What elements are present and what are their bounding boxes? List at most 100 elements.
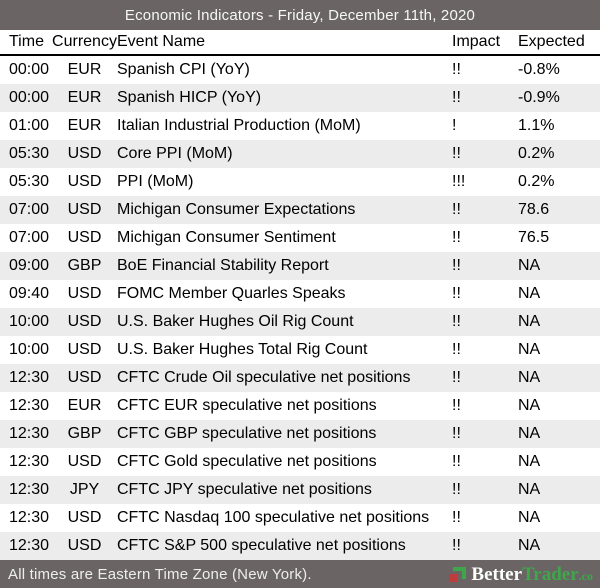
cell-time: 05:30 <box>9 145 50 162</box>
cell-currency: USD <box>67 453 102 470</box>
logo-text-better: Better <box>471 563 523 585</box>
cell-expected: NA <box>518 313 541 330</box>
cell-expected: -0.8% <box>518 61 560 78</box>
cell-currency: GBP <box>67 425 102 442</box>
table-body: 00:00 EUR Spanish CPI (YoY) !! -0.8% 00:… <box>0 56 600 560</box>
cell-currency: USD <box>67 285 102 302</box>
cell-time: 01:00 <box>9 117 50 134</box>
cell-currency: USD <box>67 537 102 554</box>
cell-currency: USD <box>67 201 102 218</box>
cell-currency: USD <box>67 313 102 330</box>
cell-impact: !! <box>452 425 461 442</box>
cell-expected: NA <box>518 537 541 554</box>
table-row: 00:00 EUR Spanish CPI (YoY) !! -0.8% <box>0 56 600 84</box>
cell-time: 10:00 <box>9 313 50 330</box>
cell-time: 10:00 <box>9 341 50 358</box>
cell-currency: USD <box>67 369 102 386</box>
cell-currency: USD <box>67 509 102 526</box>
cell-impact: !! <box>452 369 461 386</box>
cell-event: FOMC Member Quarles Speaks <box>117 285 346 302</box>
cell-impact: !! <box>452 397 461 414</box>
cell-currency: USD <box>67 341 102 358</box>
cell-currency: USD <box>67 173 102 190</box>
page-title: Economic Indicators - Friday, December 1… <box>124 6 476 24</box>
cell-event: U.S. Baker Hughes Total Rig Count <box>117 341 368 358</box>
title-bar: Economic Indicators - Friday, December 1… <box>0 0 600 30</box>
cell-time: 12:30 <box>9 481 50 498</box>
column-header-time: Time <box>9 33 44 50</box>
footer-bar: All times are Eastern Time Zone (New Yor… <box>0 560 600 588</box>
table-row: 10:00 USD U.S. Baker Hughes Oil Rig Coun… <box>0 308 600 336</box>
cell-event: Core PPI (MoM) <box>117 145 233 162</box>
cell-event: CFTC JPY speculative net positions <box>117 481 372 498</box>
cell-time: 05:30 <box>9 173 50 190</box>
cell-expected: 1.1% <box>518 117 555 134</box>
cell-impact: !! <box>452 537 461 554</box>
cell-time: 12:30 <box>9 453 50 470</box>
cell-expected: -0.9% <box>518 89 560 106</box>
column-header-impact: Impact <box>452 33 501 50</box>
cell-expected: NA <box>518 425 541 442</box>
cell-expected: NA <box>518 257 541 274</box>
cell-event: BoE Financial Stability Report <box>117 257 329 274</box>
logo-green-bracket-icon <box>453 566 467 579</box>
cell-event: PPI (MoM) <box>117 173 194 190</box>
table-row: 12:30 USD CFTC Gold speculative net posi… <box>0 448 600 476</box>
table-row: 09:40 USD FOMC Member Quarles Speaks !! … <box>0 280 600 308</box>
table-row: 12:30 USD CFTC Nasdaq 100 speculative ne… <box>0 504 600 532</box>
table-row: 10:00 USD U.S. Baker Hughes Total Rig Co… <box>0 336 600 364</box>
cell-time: 00:00 <box>9 61 50 78</box>
cell-event: Michigan Consumer Sentiment <box>117 229 336 246</box>
table-row: 12:30 EUR CFTC EUR speculative net posit… <box>0 392 600 420</box>
table-row: 01:00 EUR Italian Industrial Production … <box>0 112 600 140</box>
cell-expected: NA <box>518 397 541 414</box>
cell-impact: !! <box>452 61 461 78</box>
cell-event: CFTC S&P 500 speculative net positions <box>117 537 406 554</box>
cell-impact: !! <box>452 509 461 526</box>
cell-currency: JPY <box>69 481 100 498</box>
column-header-currency: Currency <box>52 33 117 50</box>
cell-event: CFTC Nasdaq 100 speculative net position… <box>117 509 430 526</box>
cell-expected: NA <box>518 369 541 386</box>
cell-impact: !! <box>452 481 461 498</box>
cell-event: CFTC Crude Oil speculative net positions <box>117 369 411 386</box>
column-header-expected: Expected <box>518 33 585 50</box>
table-row: 12:30 USD CFTC S&P 500 speculative net p… <box>0 532 600 560</box>
cell-expected: NA <box>518 509 541 526</box>
table-row: 00:00 EUR Spanish HICP (YoY) !! -0.9% <box>0 84 600 112</box>
table-row: 12:30 JPY CFTC JPY speculative net posit… <box>0 476 600 504</box>
table-row: 05:30 USD PPI (MoM) !!! 0.2% <box>0 168 600 196</box>
cell-time: 09:40 <box>9 285 50 302</box>
bettertrader-wordmark: BetterTrader.co <box>471 565 593 584</box>
cell-time: 12:30 <box>9 425 50 442</box>
cell-event: Spanish HICP (YoY) <box>117 89 262 106</box>
cell-impact: !! <box>452 145 461 162</box>
cell-time: 07:00 <box>9 201 50 218</box>
cell-expected: NA <box>518 481 541 498</box>
cell-time: 00:00 <box>9 89 50 106</box>
cell-time: 12:30 <box>9 537 50 554</box>
cell-impact: ! <box>452 117 457 134</box>
cell-time: 07:00 <box>9 229 50 246</box>
cell-event: CFTC EUR speculative net positions <box>117 397 377 414</box>
cell-impact: !! <box>452 453 461 470</box>
cell-time: 12:30 <box>9 369 50 386</box>
cell-currency: USD <box>67 229 102 246</box>
cell-impact: !! <box>452 285 461 302</box>
cell-expected: 0.2% <box>518 173 555 190</box>
cell-currency: EUR <box>67 61 102 78</box>
cell-event: Spanish CPI (YoY) <box>117 61 250 78</box>
table-row: 09:00 GBP BoE Financial Stability Report… <box>0 252 600 280</box>
cell-currency: EUR <box>67 89 102 106</box>
logo-red-square-icon <box>449 573 458 582</box>
cell-event: U.S. Baker Hughes Oil Rig Count <box>117 313 354 330</box>
cell-expected: NA <box>518 285 541 302</box>
logo-text-trader: Trader <box>522 563 579 585</box>
table-row: 12:30 GBP CFTC GBP speculative net posit… <box>0 420 600 448</box>
cell-impact: !! <box>452 313 461 330</box>
column-header-event: Event Name <box>117 33 206 50</box>
cell-impact: !! <box>452 89 461 106</box>
table-row: 12:30 USD CFTC Crude Oil speculative net… <box>0 364 600 392</box>
cell-event: CFTC Gold speculative net positions <box>117 453 377 470</box>
cell-impact: !! <box>452 229 461 246</box>
